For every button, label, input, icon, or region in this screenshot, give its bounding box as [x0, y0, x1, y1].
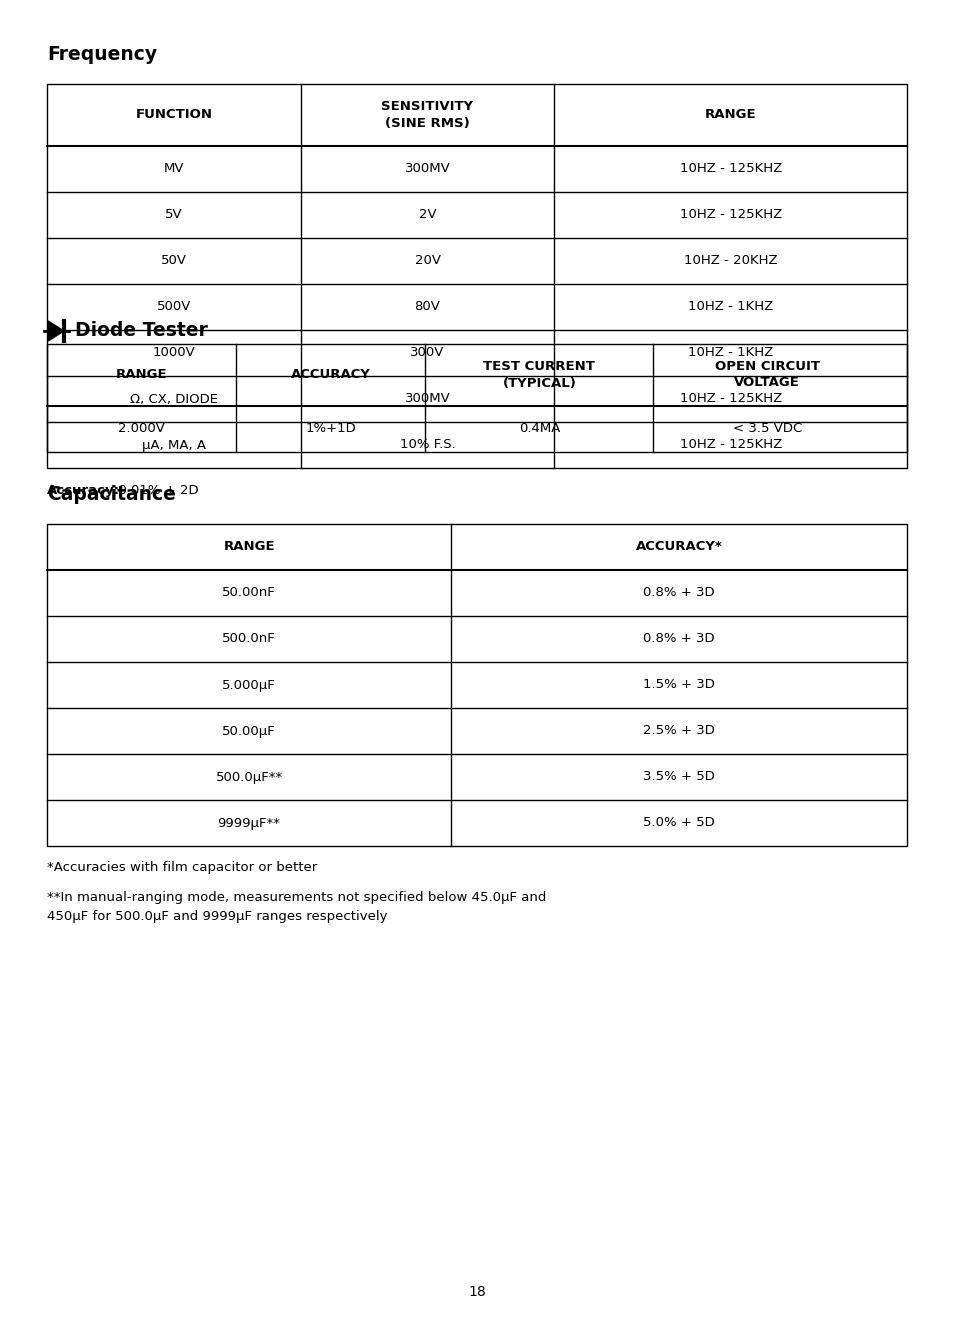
Text: 80V: 80V: [415, 301, 440, 313]
Text: 0.8% + 3D: 0.8% + 3D: [642, 633, 714, 646]
Text: 10% F.S.: 10% F.S.: [399, 438, 455, 452]
Text: ACCURACY*: ACCURACY*: [635, 541, 721, 554]
Text: 10HZ - 125KHZ: 10HZ - 125KHZ: [679, 209, 781, 221]
Text: MV: MV: [163, 163, 184, 176]
Text: 50V: 50V: [161, 254, 187, 268]
Text: Ω, CX, DIODE: Ω, CX, DIODE: [130, 393, 217, 405]
Text: 300MV: 300MV: [404, 163, 450, 176]
Text: 50.00nF: 50.00nF: [222, 586, 275, 599]
Text: SENSITIVITY
(SINE RMS): SENSITIVITY (SINE RMS): [381, 100, 473, 129]
Text: 5V: 5V: [165, 209, 182, 221]
Text: 5.000μF: 5.000μF: [222, 678, 275, 691]
Text: 5.0% + 5D: 5.0% + 5D: [642, 817, 714, 830]
Text: 1.5% + 3D: 1.5% + 3D: [642, 678, 715, 691]
Text: 3.5% + 5D: 3.5% + 5D: [642, 770, 715, 783]
Text: 300V: 300V: [410, 346, 444, 360]
Bar: [47, 523, 906, 846]
Text: 500V: 500V: [156, 301, 191, 313]
Text: 0.4MA: 0.4MA: [518, 422, 559, 436]
Text: 500.0μF**: 500.0μF**: [215, 770, 282, 783]
Text: 9999μF**: 9999μF**: [217, 817, 280, 830]
Text: Accuracy:: Accuracy:: [47, 484, 120, 497]
Text: 2V: 2V: [418, 209, 436, 221]
Text: 1000V: 1000V: [152, 346, 195, 360]
Text: FUNCTION: FUNCTION: [135, 108, 213, 121]
Text: < 3.5 VDC: < 3.5 VDC: [732, 422, 801, 436]
Text: 0.8% + 3D: 0.8% + 3D: [642, 586, 714, 599]
Text: Diode Tester: Diode Tester: [75, 321, 208, 341]
Text: *Accuracies with film capacitor or better: *Accuracies with film capacitor or bette…: [47, 860, 317, 874]
Text: RANGE: RANGE: [704, 108, 756, 121]
Text: 10HZ - 125KHZ: 10HZ - 125KHZ: [679, 438, 781, 452]
Text: μA, MA, A: μA, MA, A: [142, 438, 206, 452]
Text: RANGE: RANGE: [223, 541, 274, 554]
Text: Capacitance: Capacitance: [47, 485, 175, 503]
Text: 1%+1D: 1%+1D: [305, 422, 355, 436]
Bar: [47, 84, 906, 468]
Text: 10HZ - 20KHZ: 10HZ - 20KHZ: [683, 254, 777, 268]
Text: 500.0nF: 500.0nF: [222, 633, 275, 646]
Text: 18: 18: [468, 1285, 485, 1299]
Text: 0.01% + 2D: 0.01% + 2D: [110, 484, 198, 497]
Text: 50.00μF: 50.00μF: [222, 725, 275, 738]
Text: **In manual-ranging mode, measurements not specified below 45.0μF and
450μF for : **In manual-ranging mode, measurements n…: [47, 891, 546, 923]
Text: 10HZ - 1KHZ: 10HZ - 1KHZ: [687, 301, 773, 313]
Bar: [47, 344, 906, 452]
Text: 10HZ - 1KHZ: 10HZ - 1KHZ: [687, 346, 773, 360]
Text: 2.000V: 2.000V: [118, 422, 165, 436]
Polygon shape: [48, 321, 64, 341]
Text: 10HZ - 125KHZ: 10HZ - 125KHZ: [679, 393, 781, 405]
Text: 300MV: 300MV: [404, 393, 450, 405]
Text: TEST CURRENT
(TYPICAL): TEST CURRENT (TYPICAL): [483, 361, 595, 389]
Text: RANGE: RANGE: [115, 369, 167, 381]
Text: Frequency: Frequency: [47, 45, 157, 64]
Text: ACCURACY: ACCURACY: [291, 369, 371, 381]
Text: 10HZ - 125KHZ: 10HZ - 125KHZ: [679, 163, 781, 176]
Text: OPEN CIRCUIT
VOLTAGE: OPEN CIRCUIT VOLTAGE: [714, 361, 819, 389]
Text: 2.5% + 3D: 2.5% + 3D: [642, 725, 715, 738]
Text: 20V: 20V: [415, 254, 440, 268]
